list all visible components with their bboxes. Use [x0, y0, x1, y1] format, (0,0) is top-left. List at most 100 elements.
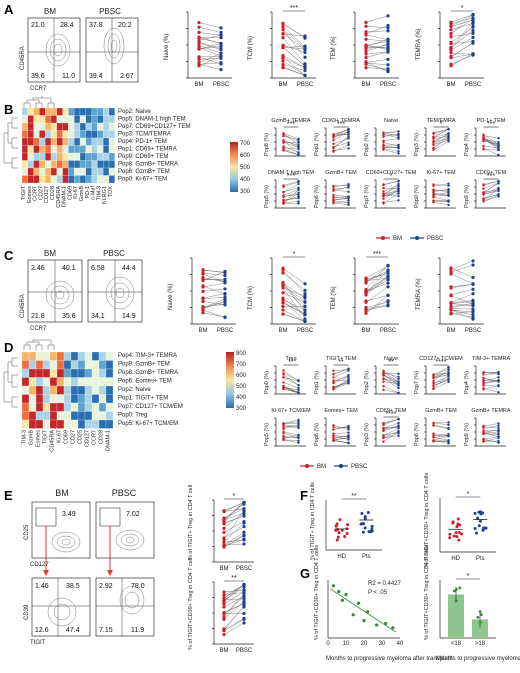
- pair-line: [198, 64, 222, 70]
- pts-point: [370, 524, 374, 528]
- bm-point: [449, 302, 453, 306]
- pair-line: [223, 592, 245, 596]
- pbsc-point: [397, 430, 400, 433]
- pair-line: [365, 279, 389, 293]
- hd-point: [346, 523, 350, 527]
- bm-point: [449, 286, 453, 290]
- pair-line: [383, 190, 399, 197]
- pair-line: [202, 301, 226, 309]
- cbar-b-3: 400: [240, 177, 251, 183]
- pbsc-point: [447, 368, 450, 371]
- flow-e-pbsc-q4: 11.9: [131, 627, 144, 634]
- pbsc-point: [242, 525, 246, 529]
- pair-line: [282, 33, 306, 50]
- bm-point: [432, 139, 435, 143]
- pair-line: [333, 440, 349, 443]
- pbsc-point: [471, 52, 475, 56]
- xtick-pbsc: PBSC: [380, 82, 397, 88]
- bm-point: [432, 386, 435, 390]
- heat-cell: [45, 175, 52, 184]
- pair-line: [282, 299, 306, 322]
- pair-line: [365, 305, 389, 311]
- pair-line: [433, 141, 449, 150]
- heat-cell: [21, 419, 30, 429]
- pair-line: [333, 370, 349, 378]
- pbsc-point: [347, 367, 350, 371]
- heat-cell: [39, 160, 46, 169]
- pbsc-point: [471, 21, 475, 25]
- pbsc-point: [471, 309, 475, 314]
- heat-cell: [56, 377, 65, 387]
- pbsc-point: [386, 293, 390, 297]
- pair-line: [483, 193, 499, 199]
- pair-line: [223, 534, 245, 546]
- pbsc-point: [347, 381, 350, 384]
- pair-line: [383, 435, 399, 439]
- pbsc-point: [397, 380, 400, 384]
- xtick-pbsc: PBSC: [217, 328, 234, 334]
- xtick: 40: [397, 641, 404, 647]
- xtick-pbsc: PBSC: [236, 566, 253, 572]
- bm-point: [382, 434, 385, 437]
- bm-point: [222, 632, 226, 637]
- pair-line: [450, 37, 474, 51]
- heat-cell: [45, 107, 52, 116]
- heatmap-d-row-6: Pop7: CD127+ TCM/EM: [118, 404, 183, 410]
- pbsc-point: [497, 424, 500, 427]
- xtick: 0: [326, 641, 330, 647]
- bm-point: [432, 184, 435, 188]
- heat-cell: [91, 419, 100, 429]
- pair-line: [365, 277, 389, 281]
- pair-plot-e-tigit: BM PBSC *: [212, 493, 254, 572]
- legend-b-pbsc: PBSC: [427, 236, 444, 242]
- sig-stars: *: [461, 5, 464, 12]
- xtick: HD: [337, 554, 346, 560]
- heat-cell: [74, 152, 81, 161]
- pair-line: [483, 135, 499, 139]
- heat-cell: [28, 368, 37, 378]
- pbsc-point: [219, 62, 223, 66]
- pair-line: [223, 508, 245, 519]
- pair-line: [365, 300, 389, 312]
- pbsc-point: [347, 128, 350, 132]
- sig-stars: ***: [287, 121, 295, 128]
- pair-line: [223, 596, 245, 615]
- pbsc-point: [386, 37, 390, 41]
- small-plot: GzmB+ TEMRA Pop9 (%): [464, 408, 511, 447]
- heat-cell: [108, 122, 115, 131]
- hd-point: [448, 532, 452, 536]
- flow-a-bm-q3: 39.6: [31, 73, 45, 80]
- pbsc-point: [386, 29, 390, 33]
- hd-point: [457, 531, 461, 535]
- pbsc-point: [497, 141, 500, 144]
- flow-c-pbsc-q1: 6.58: [91, 265, 105, 272]
- pair-line: [282, 302, 306, 316]
- heat-cell: [21, 351, 30, 361]
- pair-line: [333, 200, 349, 204]
- bm-point: [281, 308, 285, 312]
- bm-point: [332, 134, 335, 137]
- pair-line: [282, 29, 306, 58]
- bm-point: [332, 432, 335, 435]
- bm-point: [282, 434, 285, 438]
- small-plot-title: TIGIT+ TEM: [326, 356, 357, 362]
- bm-point: [482, 430, 485, 434]
- plot-g-ylabel-2: % of TIGIT+CD39+ Treg in CD4 T cells: [424, 545, 430, 640]
- pair-line: [282, 299, 306, 311]
- small-plot: **TIGIT+ TEM Pop1 (%): [314, 356, 357, 395]
- heat-cell: [21, 377, 30, 387]
- pair-line: [283, 133, 299, 146]
- heat-cell: [35, 377, 44, 387]
- pbsc-point: [347, 376, 350, 379]
- pbsc-point: [386, 50, 390, 54]
- bm-point: [432, 132, 435, 135]
- pbsc-point: [297, 426, 300, 430]
- heat-cell: [70, 368, 79, 378]
- pbsc-point: [447, 434, 450, 437]
- pbsc-point: [471, 28, 475, 33]
- plot-a-ylabel-0: Naive (%): [164, 34, 170, 60]
- pbsc-point: [497, 193, 500, 197]
- bm-point: [281, 281, 285, 285]
- panel-d-label: D: [4, 340, 13, 355]
